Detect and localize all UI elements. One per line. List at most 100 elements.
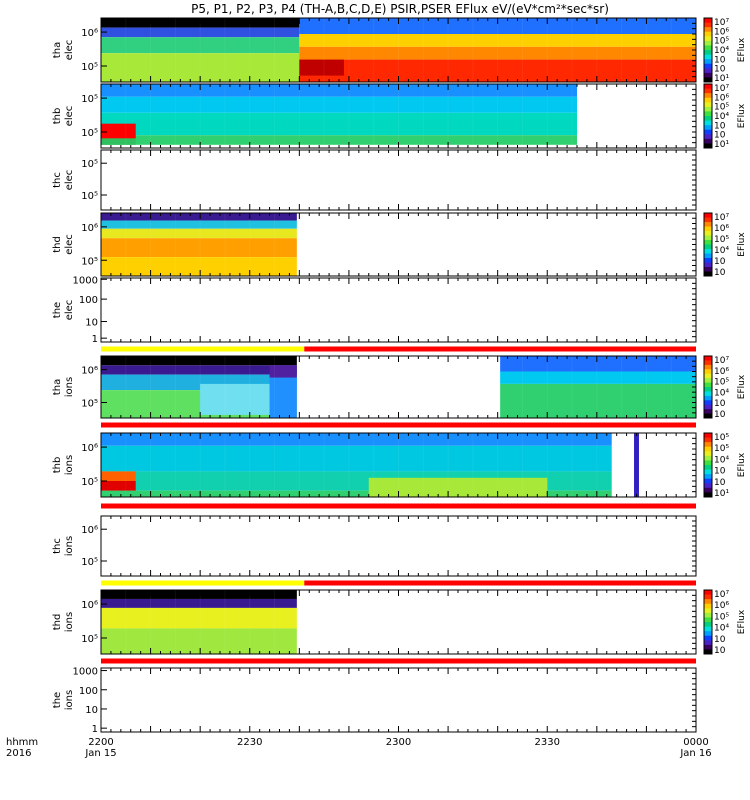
colorbar-segment [704,433,712,438]
time-tick-label: 0000 [683,737,708,748]
colorbar-segment [704,111,712,116]
spectrogram-block [299,60,344,76]
colorbar-segment [704,645,712,650]
time-tick-label: 2200 [88,737,113,748]
y-axis-label: thb [52,108,63,125]
colorbar-tick-label: 10⁳ [714,257,726,267]
spectrogram-block [101,471,136,481]
colorbar-segment [704,32,712,37]
spectrogram-block [101,221,297,229]
colorbar-segment [704,267,712,272]
y-axis-label: ions [64,612,75,632]
colorbar-segment [704,470,712,475]
colorbar-segment [704,451,712,456]
colorbar-segment [704,474,712,479]
figure-title: P5, P1, P2, P3, P4 (TH-A,B,C,D,E) PSIR,P… [191,2,609,16]
time-axis: hhmm20162200Jan 152230 2300 2330 0000Jan 16 [6,737,712,759]
time-axis-year: 2016 [6,748,31,759]
colorbar-segment [704,98,712,103]
colorbar-segment [704,460,712,465]
y-axis-label: tha [52,379,63,395]
colorbar-tick-label: 10⁴ [714,455,729,465]
colorbar-segment [704,608,712,613]
colorbar-segment [704,258,712,263]
colorbar-segment [704,442,712,447]
colorbar-segment [704,18,712,23]
colorbar-segment [704,36,712,41]
colorbar-segment [704,465,712,470]
spectrogram-block [101,238,297,257]
status-bar-segment [304,581,696,586]
colorbar-segment [704,599,712,604]
colorbar-tick-label: 10⁳ [714,399,726,409]
spectrogram-block [270,365,297,377]
panel-frame [101,668,696,732]
colorbar-tick-label: 10⁳ [714,467,726,477]
colorbar-segment [704,64,712,69]
colorbar-tick-label: 10⁴ [714,624,729,634]
colorbar-label: EFlux [737,103,747,128]
panel-tha-ions: 10⁶10⁵tha ions10⁷10⁶10⁵10⁴10⁳10⁲EFlux [52,356,747,428]
spectrogram-block [101,608,297,628]
y-axis-label: thd [52,236,63,253]
panel-thc-elec: 10⁵ 10⁵ thc elec [52,150,696,210]
colorbar-segment [704,89,712,94]
colorbar-label: EFlux [737,374,747,399]
y-tick-label: 10⁶ [81,443,98,454]
colorbar-segment [704,121,712,126]
colorbar-segment [704,369,712,374]
colorbar-segment [704,488,712,493]
spectrogram-block [634,433,639,497]
y-axis-label: the [52,302,63,318]
spectrogram-block [101,135,577,145]
colorbar-segment [704,400,712,405]
panel-the-elec: 1000100101the elec [52,275,696,351]
spectrogram-block [101,446,612,472]
spectrogram-block [101,138,136,144]
colorbar-segment [704,640,712,645]
y-axis-label: elec [64,40,75,61]
colorbar-segment [704,236,712,241]
colorbar-segment [704,107,712,112]
colorbar-segment [704,23,712,28]
y-tick-label: 10⁶ [81,223,98,234]
colorbar-segment [704,213,712,218]
colorbar-segment [704,613,712,618]
spectrogram-block [101,433,612,446]
y-tick-label: 10⁵ [81,256,98,267]
colorbar-segment [704,45,712,50]
spectrogram-block [101,97,577,113]
colorbar-segment [704,59,712,64]
spectrogram-block [101,365,297,374]
spectrogram-block [101,599,297,608]
panel-thc-ions: 10⁶10⁵thc ions [52,516,696,586]
colorbar-segment [704,227,712,232]
panel-tha-elec: 10⁶10⁵tha elec10⁷10⁶10⁵10⁴10⁳10⁲10¹EFlux [52,18,747,84]
colorbar-segment [704,590,712,595]
spectrogram-block [500,384,696,418]
colorbar-tick-label: 10⁷ [714,356,729,366]
colorbar-segment [704,125,712,130]
y-axis-label: ions [64,536,75,556]
colorbar-tick-label: 10¹ [714,140,729,150]
colorbar-segment [704,360,712,365]
colorbar-segment [704,116,712,121]
colorbar-segment [704,483,712,488]
y-tick-label: 10⁵ [81,399,98,410]
y-axis-label: elec [64,170,75,191]
status-bar-segment [101,581,304,586]
colorbar-segment [704,93,712,98]
colorbar-segment [704,438,712,443]
colorbar-segment [704,231,712,236]
y-axis-label: the [52,692,63,708]
y-axis-label: ions [64,455,75,475]
status-bar-segment [101,423,696,428]
colorbar-segment [704,222,712,227]
colorbar-segment [704,134,712,139]
time-axis-label: hhmm [6,737,38,748]
colorbar-segment [704,102,712,107]
colorbar-tick-label: 10⁶ [714,367,729,377]
colorbar-segment [704,447,712,452]
colorbar-segment [704,240,712,245]
